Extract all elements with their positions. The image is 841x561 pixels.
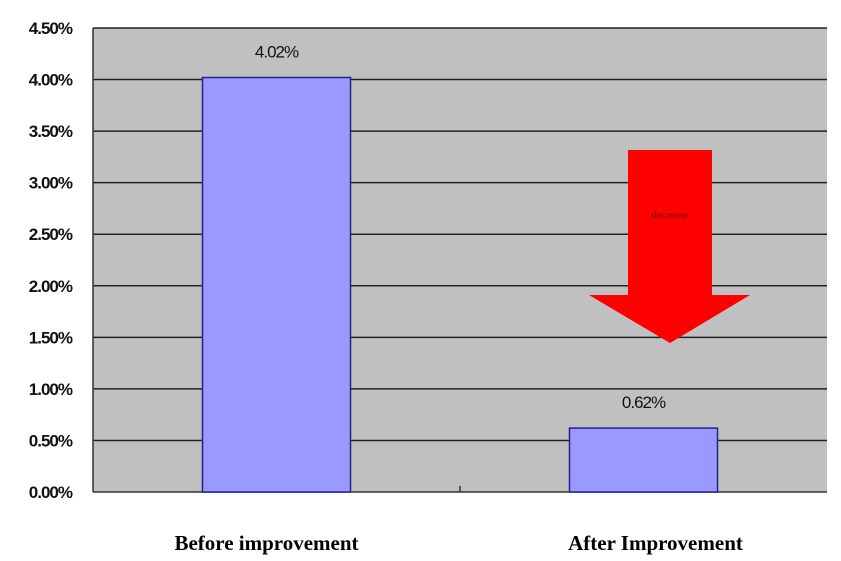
y-tick-label: 0.50% — [29, 431, 73, 450]
bar — [201, 76, 352, 493]
bars — [201, 76, 719, 493]
y-tick-label: 2.00% — [29, 277, 73, 296]
y-tick-label: 4.00% — [29, 71, 73, 90]
y-tick-label: 2.50% — [29, 225, 73, 244]
bar-data-label: 0.62% — [622, 393, 666, 412]
y-tick-label: 1.50% — [29, 328, 73, 347]
y-tick-label: 3.50% — [29, 122, 73, 141]
bar — [568, 427, 719, 493]
y-tick-label: 3.00% — [29, 174, 73, 193]
x-axis-category-labels: Before improvement After Improvement — [174, 531, 742, 555]
arrow-annotation-text: decrease — [651, 209, 689, 221]
decrease-arrow-annotation: decrease — [589, 150, 750, 343]
y-tick-label: 0.00% — [29, 483, 73, 502]
x-category-label: Before improvement — [174, 531, 358, 555]
data-labels: 4.02% 0.62% — [255, 42, 667, 412]
y-tick-label: 4.50% — [29, 19, 73, 38]
bar-data-label: 4.02% — [255, 42, 299, 61]
y-axis-tick-labels: 0.00% 0.50% 1.00% 1.50% 2.00% 2.50% 3.00% 3.50%… — [29, 19, 74, 502]
x-category-label: After Improvement — [568, 531, 743, 555]
down-arrow-icon — [589, 150, 750, 343]
y-tick-label: 1.00% — [29, 380, 73, 399]
